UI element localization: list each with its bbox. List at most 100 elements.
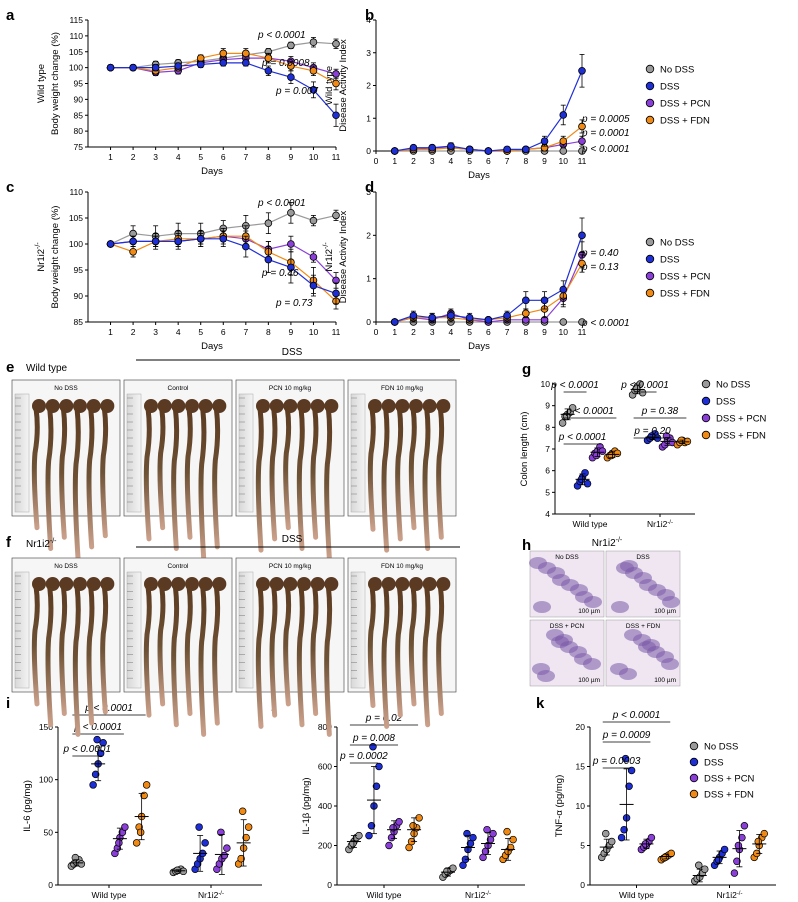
significance-label: p < 0.0001 xyxy=(565,406,614,417)
f-title: Nr1i2-/- xyxy=(26,538,57,550)
data-point xyxy=(578,147,586,155)
data-point xyxy=(179,867,188,876)
data-point xyxy=(578,259,586,268)
x-tick-label: 7 xyxy=(505,327,510,337)
data-point xyxy=(409,821,417,830)
legend-label: No DSS xyxy=(704,742,738,753)
data-point xyxy=(91,770,100,779)
data-point xyxy=(465,145,474,154)
x-tick-label: 8 xyxy=(523,327,528,337)
panel-label-a: a xyxy=(6,7,15,24)
y-tick-label: 85 xyxy=(74,110,84,120)
data-point xyxy=(509,835,517,844)
p-value: p = 0.40 xyxy=(581,248,619,259)
p-value: p = 0.73 xyxy=(275,298,313,309)
x-tick-label: Wild type xyxy=(92,890,127,900)
photo-group-label: Control xyxy=(168,563,190,570)
data-point xyxy=(372,782,381,790)
data-point xyxy=(365,831,373,840)
x-axis-title: Days xyxy=(201,166,223,177)
ruler xyxy=(350,393,366,513)
x-tick-label: 10 xyxy=(559,327,569,337)
category-name: Wild type xyxy=(367,890,402,900)
legend-k: No DSS DSS DSS + PCN DSS + FDN xyxy=(689,742,755,801)
y-tick-label: 6 xyxy=(545,466,550,476)
line-chart-b: 0 1 2 3 4 0 1 2 3 4 5 6 7 8 9 10 11 Days Disease Activity … xyxy=(324,15,630,181)
legend-top: No DSS DSS DSS + PCN DSS + FDN xyxy=(645,64,711,127)
data-point xyxy=(559,285,568,294)
x-tick-label: 3 xyxy=(153,327,158,337)
p-value: p = 0.0008 xyxy=(261,58,310,69)
data-point xyxy=(754,837,763,846)
colon xyxy=(310,405,319,540)
colon xyxy=(436,583,445,717)
y-axis-title: TNF-α (pg/mg) xyxy=(554,775,565,838)
colon xyxy=(184,583,193,717)
x-tick-label: 6 xyxy=(221,327,226,337)
x-tick-label: 5 xyxy=(198,327,203,337)
data-point xyxy=(625,782,633,790)
side-label-text: Wild type xyxy=(36,64,47,103)
y-tick-label: 15 xyxy=(576,762,586,772)
h-title: Nr1i2-/- xyxy=(592,537,623,549)
data-point xyxy=(760,829,769,838)
data-point xyxy=(309,67,318,75)
side-label-text: Nr1i2 xyxy=(324,249,335,272)
colon xyxy=(72,405,81,561)
data-point xyxy=(483,825,491,834)
y-tick-label: 7 xyxy=(545,444,550,454)
data-point xyxy=(219,49,228,58)
colon xyxy=(381,583,390,729)
data-point xyxy=(244,823,253,831)
x-tick-label: 11 xyxy=(332,152,341,162)
scale-bar-label: 100 µm xyxy=(654,677,676,684)
dot-chart-i: 0 50 100 150 IL-6 (pg/mg) Wild type Nr1i2-/- p … xyxy=(22,703,262,900)
x-tick-label: 1 xyxy=(108,327,113,337)
data-point xyxy=(409,143,418,152)
data-point xyxy=(738,833,746,842)
colon xyxy=(171,405,180,551)
legend-marker xyxy=(645,64,655,74)
y-tick-label: 95 xyxy=(74,265,84,275)
data-point xyxy=(559,111,568,119)
y-tick-label: 105 xyxy=(69,213,83,223)
x-axis-title: Days xyxy=(201,341,223,352)
data-point xyxy=(106,240,115,248)
category-sup: -/- xyxy=(737,891,743,897)
x-tick-label: 5 xyxy=(198,152,203,162)
legend-mid: No DSS DSS DSS + PCN DSS + FDN xyxy=(645,237,711,300)
photo-group-label: FDN 10 mg/kg xyxy=(381,563,423,570)
legend-label: No DSS xyxy=(660,238,694,249)
photo-group-label: PCN 10 mg/kg xyxy=(269,563,312,570)
x-tick-label: 2 xyxy=(411,156,416,166)
y-tick-label: 75 xyxy=(74,142,84,152)
data-point xyxy=(287,73,295,81)
x-tick-label: 11 xyxy=(578,327,587,337)
x-tick-label: 10 xyxy=(309,327,319,337)
ruler xyxy=(238,393,254,513)
legend-marker xyxy=(645,237,655,247)
data-point xyxy=(720,845,729,854)
category-name: Wild type xyxy=(573,519,608,529)
scale-bar-label: 100 µm xyxy=(578,608,600,615)
data-point xyxy=(578,122,586,131)
p-value: p < 0.0001 xyxy=(581,144,630,155)
y-tick-label: 0 xyxy=(327,880,332,890)
scale-bar-label: 100 µm xyxy=(654,608,676,615)
significance-label: p < 0.0001 xyxy=(84,703,133,714)
data-point xyxy=(99,739,107,747)
x-tick-label: 8 xyxy=(523,156,528,166)
colon xyxy=(422,405,431,551)
data-point xyxy=(136,828,145,837)
data-point xyxy=(115,839,123,847)
data-point xyxy=(428,143,436,152)
colon xyxy=(255,405,264,553)
colon xyxy=(31,405,40,531)
tissue-blob xyxy=(584,596,602,608)
x-tick-label: Nr1i2-/- xyxy=(465,890,491,900)
data-point xyxy=(484,147,493,155)
y-tick-label: 100 xyxy=(69,239,83,249)
y-tick-label: 4 xyxy=(545,509,550,519)
colon xyxy=(59,583,68,717)
significance-label: p = 0.0009 xyxy=(602,730,651,741)
